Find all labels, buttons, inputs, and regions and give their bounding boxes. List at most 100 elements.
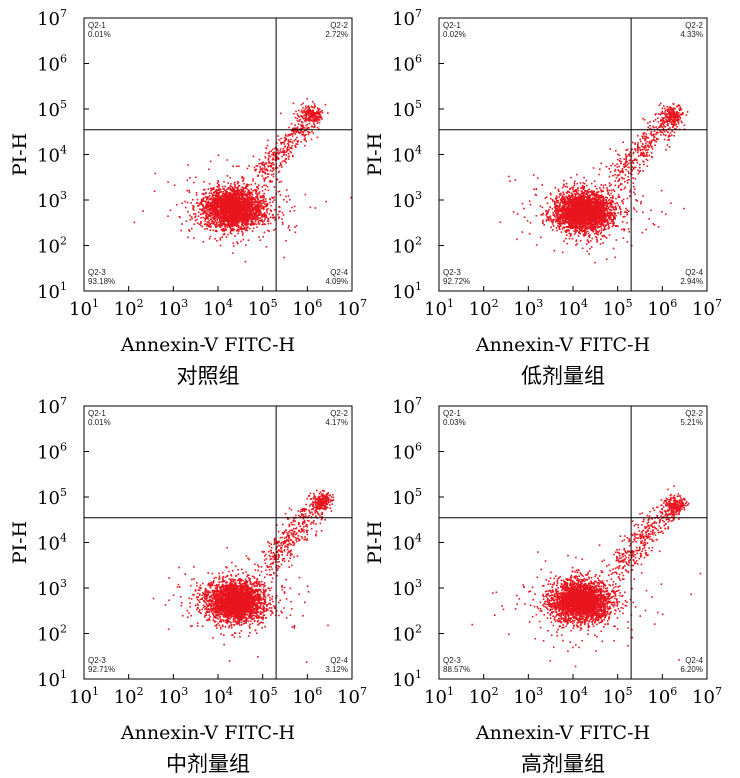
event-dot [250, 204, 252, 206]
event-dot [267, 145, 269, 147]
y-tick-label: 107 [37, 7, 67, 30]
event-dot [558, 190, 560, 192]
event-dot [258, 223, 260, 225]
plot-frame [439, 18, 707, 291]
event-dot [200, 214, 202, 216]
event-dot [232, 243, 234, 245]
event-dot [260, 196, 262, 198]
event-dot [264, 218, 266, 220]
event-dot [218, 154, 220, 156]
event-dot [238, 230, 240, 232]
event-dot [309, 123, 311, 125]
event-dot [193, 213, 195, 215]
event-dot [249, 228, 251, 230]
x-tick-label: 104 [203, 297, 233, 320]
event-dot [285, 135, 287, 137]
event-dot [205, 192, 207, 194]
event-dot [229, 213, 231, 215]
event-dot [227, 226, 229, 228]
event-dot [265, 178, 267, 180]
event-dot [262, 167, 264, 169]
event-dot [640, 203, 642, 205]
event-dot [573, 231, 575, 233]
event-dot [312, 117, 314, 119]
event-dot [255, 220, 257, 222]
event-dot [243, 183, 245, 185]
event-dot [315, 207, 317, 209]
event-dot [235, 196, 237, 198]
event-dot [313, 126, 315, 128]
event-dot [234, 201, 236, 203]
event-dot [245, 188, 247, 190]
event-dot [289, 147, 291, 149]
event-dot [272, 159, 274, 161]
event-dot [269, 151, 271, 153]
event-dot [185, 207, 187, 209]
event-dot [229, 192, 231, 194]
event-dot [227, 234, 229, 236]
event-dot [239, 185, 241, 187]
event-dot [225, 206, 227, 208]
event-dot [223, 234, 225, 236]
event-dot [239, 191, 241, 193]
event-dot [290, 147, 292, 149]
event-dot [215, 218, 217, 220]
event-dot [237, 213, 239, 215]
event-dot [599, 230, 601, 232]
event-dot [574, 185, 576, 187]
event-dot [252, 207, 254, 209]
event-dot [283, 148, 285, 150]
event-dot [588, 233, 590, 235]
event-dot [311, 131, 313, 133]
event-dot [557, 200, 559, 202]
event-dot [186, 220, 188, 222]
event-dot [271, 163, 273, 165]
event-dot [319, 108, 321, 110]
event-dot [289, 229, 291, 231]
event-dot [245, 209, 247, 211]
event-dot [190, 219, 192, 221]
event-dot [264, 203, 266, 205]
event-dot [284, 140, 286, 142]
event-dot [155, 173, 157, 175]
event-dot [209, 192, 211, 194]
event-dot [241, 220, 243, 222]
event-dot [233, 190, 235, 192]
event-dot [272, 197, 274, 199]
event-dot [297, 127, 299, 129]
event-dot [197, 222, 199, 224]
event-dot [236, 219, 238, 221]
event-dot [595, 232, 597, 234]
event-dot [228, 200, 230, 202]
event-dot [205, 223, 207, 225]
event-dot [241, 202, 243, 204]
event-dot [193, 209, 195, 211]
event-dot [220, 237, 222, 239]
event-dot [188, 190, 190, 192]
event-dot [213, 219, 215, 221]
event-dot [294, 206, 296, 208]
event-dot [232, 225, 234, 227]
event-dot [255, 190, 257, 192]
event-dot [154, 190, 156, 192]
event-dot [189, 177, 191, 179]
event-dot [257, 175, 259, 177]
event-dot [314, 124, 316, 126]
event-dot [247, 223, 249, 225]
event-dot [305, 194, 307, 196]
event-dot [216, 191, 218, 193]
event-dot [224, 230, 226, 232]
event-dot [226, 201, 228, 203]
event-dot [221, 236, 223, 238]
event-dot [281, 164, 283, 166]
event-dot [283, 154, 285, 156]
event-dot [249, 210, 251, 212]
event-dot [261, 216, 263, 218]
event-dot [251, 192, 253, 194]
event-dot [314, 105, 316, 107]
event-dot [248, 190, 250, 192]
event-dot [263, 162, 265, 164]
event-dot [254, 223, 256, 225]
event-dot [255, 199, 257, 201]
event-dot [322, 112, 324, 114]
